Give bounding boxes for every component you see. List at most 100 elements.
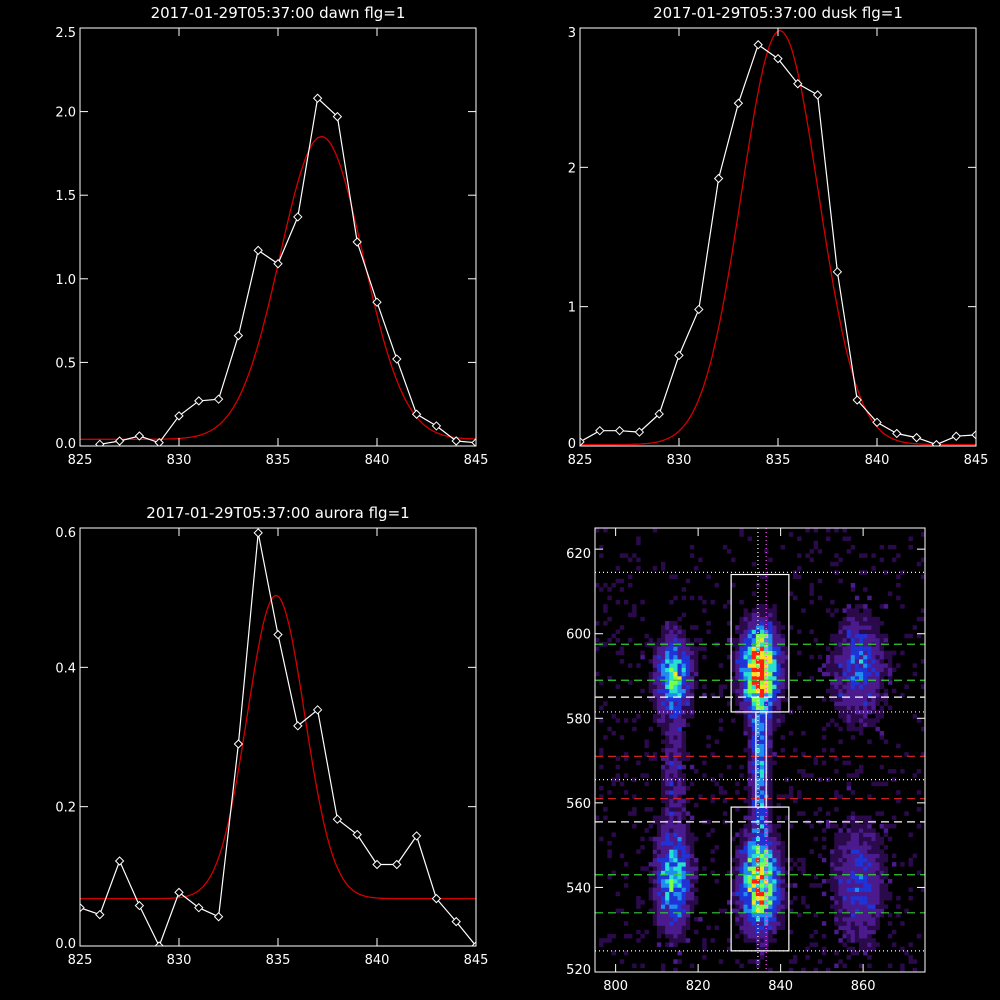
heatmap-cell xyxy=(656,862,662,867)
heatmap-cell xyxy=(900,963,905,969)
heatmap-cell xyxy=(681,870,687,876)
heatmap-cell xyxy=(755,629,761,635)
heatmap-cell xyxy=(747,760,753,766)
heatmap-cell xyxy=(772,760,777,766)
heatmap-cell xyxy=(694,646,699,651)
heatmap-cell xyxy=(731,900,736,905)
heatmap-cell xyxy=(879,646,885,651)
heatmap-cell xyxy=(764,629,769,635)
heatmap-cell xyxy=(665,815,670,821)
heatmap-cell xyxy=(863,929,868,935)
heatmap-cell xyxy=(817,654,823,660)
heatmap-cell xyxy=(739,671,744,677)
heatmap-cell xyxy=(879,705,885,711)
heatmap-cell xyxy=(776,650,781,656)
heatmap-cell xyxy=(599,836,604,842)
heatmap-cell xyxy=(685,921,691,926)
heatmap-cell xyxy=(755,874,761,880)
y-tick-label-aurora: 0.2 xyxy=(55,801,76,816)
heatmap-cell xyxy=(685,900,691,905)
heatmap-cell xyxy=(863,709,868,715)
heatmap-cell xyxy=(652,904,658,909)
heatmap-cell xyxy=(760,629,765,635)
heatmap-cell xyxy=(838,895,843,901)
heatmap-cell xyxy=(685,722,691,728)
heatmap-cell xyxy=(772,714,777,719)
heatmap-cells xyxy=(595,528,925,972)
heatmap-cell xyxy=(867,824,872,829)
heatmap-cell xyxy=(768,726,773,732)
heatmap-cell xyxy=(595,646,600,651)
heatmap-cell xyxy=(908,544,913,550)
heatmap-cell xyxy=(863,570,868,575)
heatmap-cell xyxy=(669,824,674,829)
heatmap-cell xyxy=(665,887,670,892)
heatmap-cell xyxy=(694,625,699,630)
heatmap-cell xyxy=(834,663,839,668)
heatmap-cell xyxy=(784,857,790,863)
heatmap-cell xyxy=(784,667,790,673)
heatmap-cell xyxy=(681,612,687,618)
heatmap-cell xyxy=(871,870,876,876)
heatmap-cell xyxy=(772,650,777,656)
heatmap-cell xyxy=(677,646,682,651)
observed-line-dusk xyxy=(580,43,976,446)
heatmap-cell xyxy=(871,553,876,558)
heatmap-cell xyxy=(760,862,765,867)
y-tick-label-heatmap: 520 xyxy=(566,963,591,978)
heatmap-cell xyxy=(731,680,736,685)
heatmap-cell xyxy=(846,684,852,689)
x-tick-label-heatmap: 860 xyxy=(851,979,876,994)
heatmap-cell xyxy=(661,807,666,812)
heatmap-cell xyxy=(755,828,761,833)
heatmap-cell xyxy=(768,608,773,613)
heatmap-cell xyxy=(685,650,691,656)
heatmap-cell xyxy=(780,853,786,859)
data-point-dusk xyxy=(614,425,625,436)
heatmap-cell xyxy=(735,845,740,850)
heatmap-cell xyxy=(826,608,831,613)
heatmap-cell xyxy=(615,908,621,914)
heatmap-cell xyxy=(892,853,897,859)
heatmap-cell xyxy=(718,773,724,778)
heatmap-cell xyxy=(673,921,678,926)
heatmap-cell xyxy=(859,824,864,829)
heatmap-cell xyxy=(673,621,678,626)
heatmap-cell xyxy=(698,917,703,922)
heatmap-cell xyxy=(788,591,794,596)
heatmap-cell xyxy=(863,553,868,558)
y-tick-label-dawn: 1.0 xyxy=(55,273,76,288)
heatmap-cell xyxy=(599,544,604,550)
heatmap-cell xyxy=(875,697,880,702)
heatmap-cell xyxy=(797,811,802,816)
heatmap-cell xyxy=(751,921,757,926)
heatmap-cell xyxy=(760,684,765,689)
heatmap-cell xyxy=(665,692,670,698)
data-point-aurora xyxy=(431,893,442,904)
heatmap-cell xyxy=(904,908,909,914)
heatmap-cell xyxy=(681,722,687,728)
heatmap-cell xyxy=(846,680,852,685)
heatmap-cell xyxy=(747,798,753,804)
heatmap-cell xyxy=(677,828,682,833)
heatmap-cell xyxy=(760,781,765,787)
y-tick-label-dawn: 2.5 xyxy=(55,26,76,41)
heatmap-cell xyxy=(859,828,864,833)
heatmap-cell xyxy=(850,654,856,660)
heatmap-cell xyxy=(673,828,678,833)
heatmap-cell xyxy=(677,730,682,736)
heatmap-cell xyxy=(916,807,922,812)
heatmap-cell xyxy=(743,616,748,622)
heatmap-cell xyxy=(677,794,682,799)
heatmap-cell xyxy=(669,840,674,846)
heatmap-cell xyxy=(875,832,880,837)
heatmap-cell xyxy=(875,870,880,876)
heatmap-cell xyxy=(685,705,691,711)
heatmap-cell xyxy=(743,718,748,723)
heatmap-cell xyxy=(681,697,687,702)
heatmap-cell xyxy=(656,925,662,931)
heatmap-cell xyxy=(669,811,674,816)
heatmap-cell xyxy=(854,815,860,821)
heatmap-cell xyxy=(652,667,658,673)
heatmap-cell xyxy=(908,942,913,947)
